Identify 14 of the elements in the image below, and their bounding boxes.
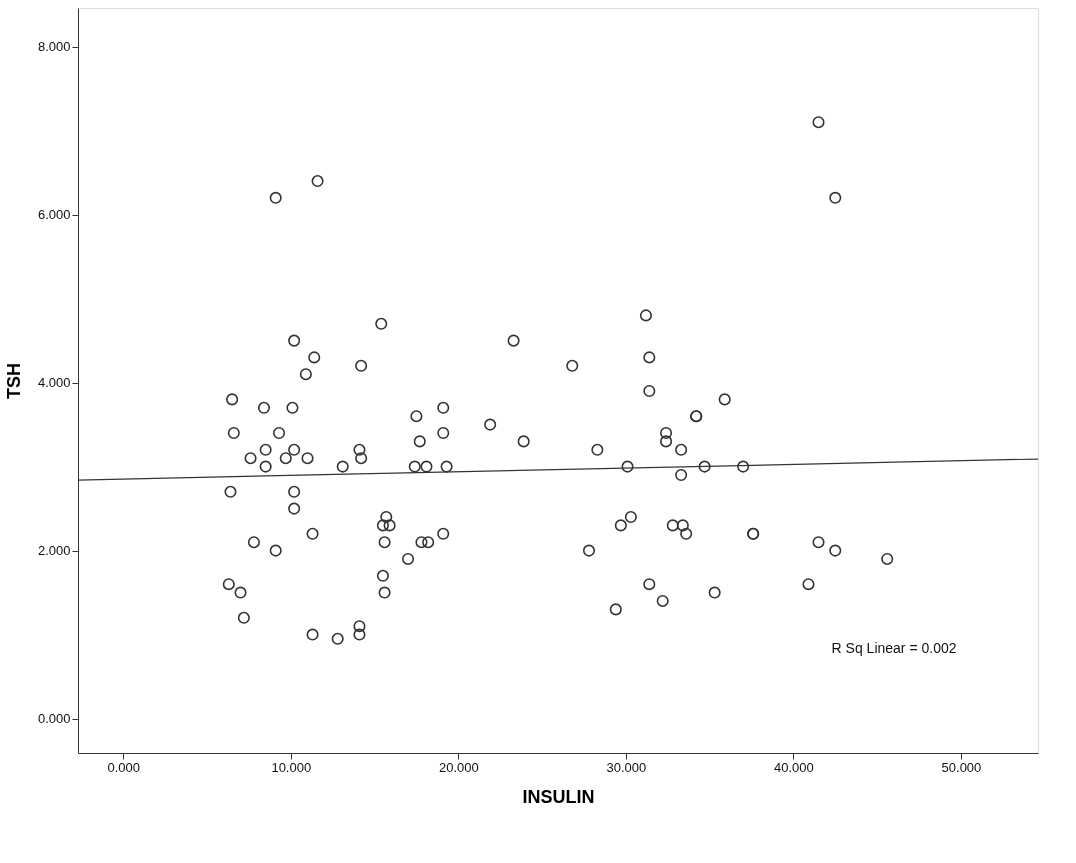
x-tick-label: 20.000 (438, 759, 479, 775)
y-tick-label: 2.000 (37, 543, 71, 559)
x-tick-label: 50.000 (941, 759, 982, 775)
x-axis-title: INSULIN (522, 786, 595, 807)
y-tick-label: 4.000 (37, 375, 71, 391)
x-tick-label: 30.000 (606, 759, 647, 775)
y-tick-label: 0.000 (37, 711, 71, 727)
y-axis-title: TSH (3, 363, 24, 399)
annotation: R Sq Linear = 0.002 (831, 639, 957, 656)
y-tick-label: 6.000 (37, 207, 71, 223)
x-tick-label: 40.000 (774, 759, 814, 775)
x-tick-label: 10.000 (271, 759, 312, 775)
y-tick-label: 8.000 (37, 39, 71, 55)
x-tick-label: 0.000 (107, 759, 141, 775)
